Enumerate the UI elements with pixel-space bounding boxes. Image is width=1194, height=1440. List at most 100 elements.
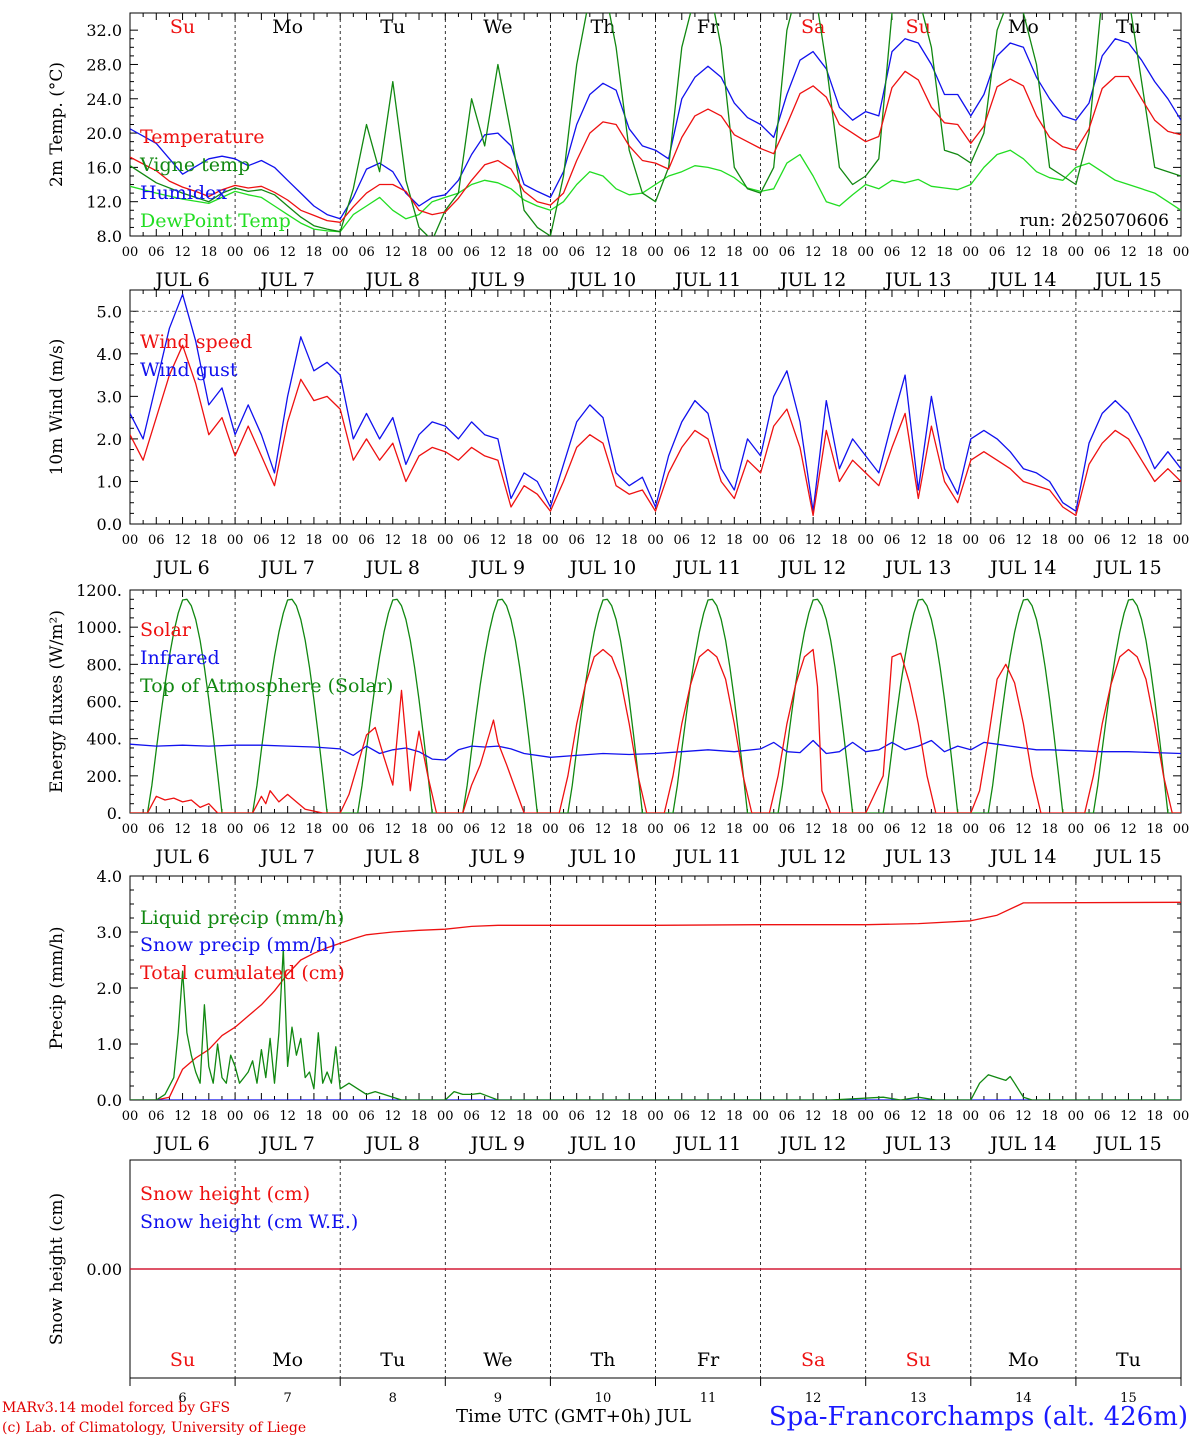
hour-label: 18 [831, 533, 848, 548]
date-label: JUL 12 [778, 846, 846, 868]
hour-label: 12 [279, 1109, 296, 1124]
hour-label: 00 [647, 822, 664, 837]
date-label: JUL 15 [1093, 1133, 1161, 1155]
y-tick-label: 16.0 [86, 158, 122, 177]
hour-label: 12 [1015, 822, 1032, 837]
date-label: JUL 9 [469, 269, 525, 291]
day-of-week-label: Tu [380, 16, 405, 38]
hour-label: 06 [148, 1109, 165, 1124]
hour-label: 18 [621, 245, 638, 260]
hour-label: 06 [989, 1109, 1006, 1124]
hour-label: 18 [201, 822, 218, 837]
hour-label: 00 [437, 245, 454, 260]
hour-label: 00 [542, 1109, 559, 1124]
hour-label: 12 [1015, 1109, 1032, 1124]
day-of-week-label: Mo [1008, 16, 1039, 38]
y-tick-label: 20.0 [86, 124, 122, 143]
hour-label: 12 [1120, 1109, 1137, 1124]
hour-label: 12 [595, 822, 612, 837]
hour-label: 18 [831, 1109, 848, 1124]
hour-label: 06 [674, 245, 691, 260]
date-label: JUL 11 [673, 557, 741, 579]
date-label: JUL 10 [568, 846, 636, 868]
date-label: JUL 9 [469, 846, 525, 868]
y-tick-label: 2.0 [97, 979, 122, 998]
date-label: JUL 6 [153, 269, 209, 291]
date-label: JUL 10 [568, 269, 636, 291]
y-tick-label: 600. [86, 693, 122, 712]
y-tick-label: 3.0 [97, 387, 122, 406]
hour-label: 18 [936, 1109, 953, 1124]
day-number-label: 15 [1120, 1391, 1137, 1406]
hour-label: 06 [779, 533, 796, 548]
date-label: JUL 8 [364, 1133, 420, 1155]
hour-label: 00 [963, 822, 980, 837]
hour-label: 12 [805, 533, 822, 548]
hour-label: 12 [595, 1109, 612, 1124]
hour-label: 00 [122, 533, 139, 548]
series-top-of-atmosphere-solar [130, 598, 1181, 813]
hour-label: 18 [621, 1109, 638, 1124]
hour-label: 12 [174, 245, 191, 260]
hour-label: 00 [542, 822, 559, 837]
hour-label: 06 [358, 822, 375, 837]
series-solar [130, 648, 1181, 813]
hour-label: 12 [910, 822, 927, 837]
hour-label: 12 [1120, 245, 1137, 260]
hour-label: 00 [437, 533, 454, 548]
hour-label: 06 [779, 1109, 796, 1124]
hour-label: 00 [1068, 1109, 1085, 1124]
hour-label: 18 [516, 245, 533, 260]
y-tick-label: 4.0 [97, 345, 122, 364]
date-label: JUL 13 [883, 1133, 951, 1155]
date-label: JUL 7 [258, 557, 314, 579]
y-tick-label: 4.0 [97, 867, 122, 886]
date-label: JUL 15 [1093, 557, 1161, 579]
legend-entry: Snow precip (mm/h) [140, 934, 336, 956]
date-label: JUL 6 [153, 846, 209, 868]
hour-label: 06 [568, 533, 585, 548]
series-liquid-precip-mm-h [130, 948, 1181, 1100]
hour-label: 06 [674, 822, 691, 837]
hour-label: 18 [1146, 822, 1163, 837]
panel-frame [129, 12, 1182, 237]
hour-label: 12 [700, 822, 717, 837]
hour-label: 12 [384, 533, 401, 548]
hour-label: 12 [700, 1109, 717, 1124]
hour-label: 18 [726, 245, 743, 260]
hour-label: 18 [621, 822, 638, 837]
hour-label: 00 [227, 533, 244, 548]
hour-label: 06 [1094, 533, 1111, 548]
hour-label: 18 [516, 1109, 533, 1124]
hour-label: 18 [1041, 533, 1058, 548]
day-number-label: 10 [595, 1391, 612, 1406]
series-total-cumulated-cm [130, 901, 1181, 1100]
hour-label: 18 [516, 822, 533, 837]
hour-label: 12 [174, 822, 191, 837]
hour-label: 06 [674, 533, 691, 548]
hour-label: 06 [1094, 245, 1111, 260]
hour-label: 00 [1173, 245, 1190, 260]
legend-entry: Temperature [140, 126, 264, 148]
date-label: JUL 14 [988, 269, 1056, 291]
date-label: JUL 12 [778, 557, 846, 579]
date-label: JUL 7 [258, 846, 314, 868]
y-tick-label: 3.0 [97, 923, 122, 942]
series-wind-speed [130, 344, 1181, 517]
panel-energy: 0. 200. 400. 600. 800. 1000. 1200. Energy fluxe… [47, 581, 1189, 868]
day-of-week-label: Th [590, 1349, 615, 1371]
hour-label: 00 [963, 245, 980, 260]
day-number-label: 9 [494, 1391, 502, 1406]
hour-label: 06 [989, 822, 1006, 837]
hour-label: 12 [805, 1109, 822, 1124]
series-temperature [130, 70, 1181, 223]
hour-label: 00 [332, 533, 349, 548]
hour-label: 12 [174, 1109, 191, 1124]
date-label: JUL 15 [1093, 846, 1161, 868]
hour-label: 00 [122, 822, 139, 837]
hour-label: 12 [595, 245, 612, 260]
legend-entry: Snow height (cm W.E.) [140, 1211, 358, 1233]
hour-label: 00 [542, 245, 559, 260]
legend-entry: Liquid precip (mm/h) [140, 907, 344, 929]
legend-entry: Infrared [140, 647, 220, 669]
